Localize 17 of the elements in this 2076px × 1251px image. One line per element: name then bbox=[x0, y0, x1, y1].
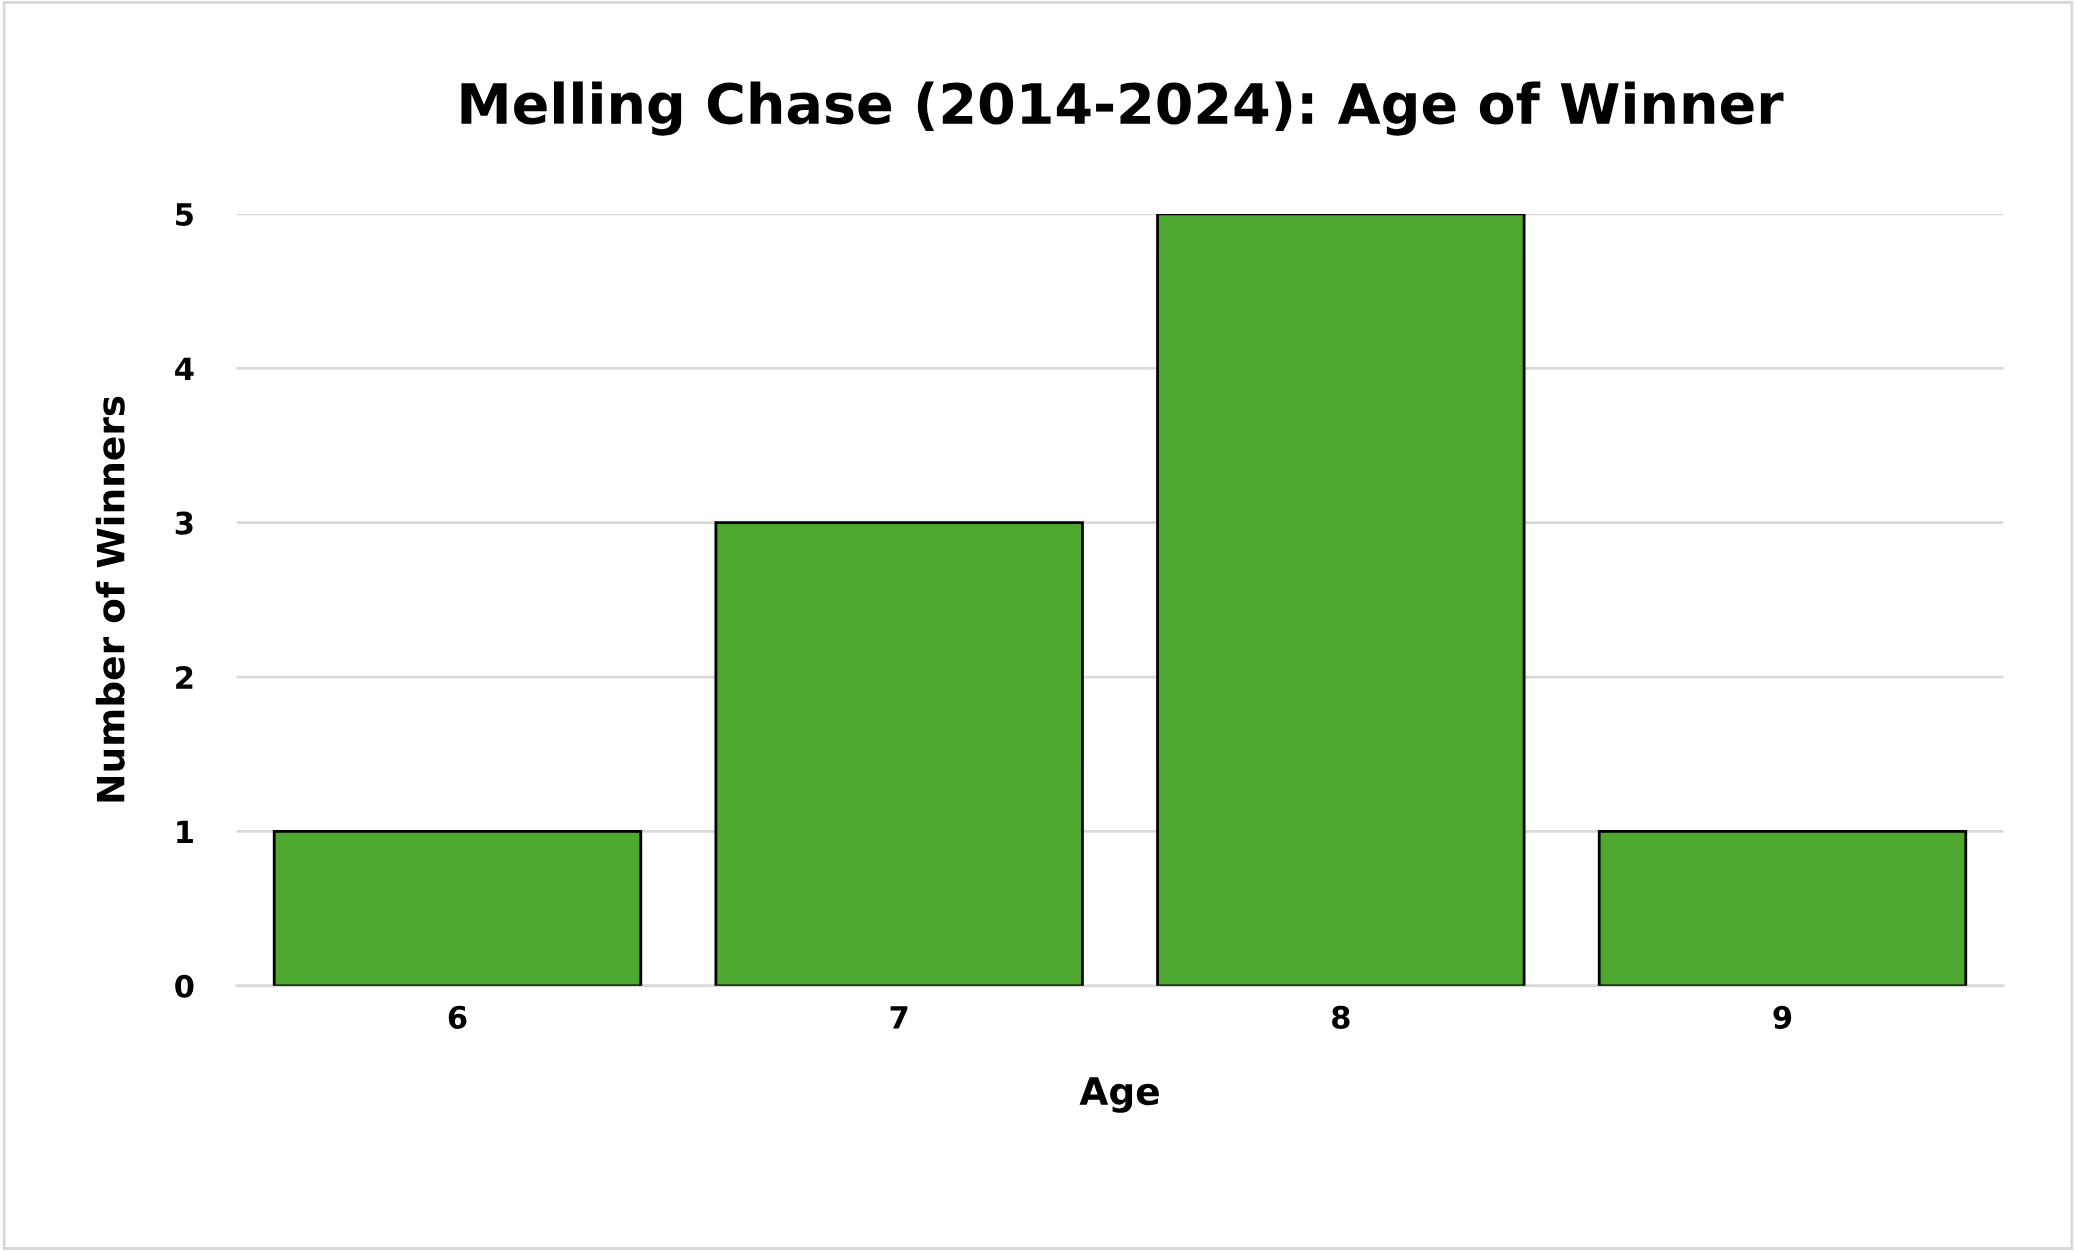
x-tick-label: 7 bbox=[890, 1006, 908, 1029]
y-axis-title: Number of Winners bbox=[95, 396, 125, 802]
bar bbox=[714, 521, 1084, 986]
x-tick-label: 6 bbox=[448, 1005, 467, 1029]
y-tick-label: 4 bbox=[175, 357, 194, 380]
bar bbox=[1156, 213, 1526, 986]
chart-title: Melling Chase (2014-2024): Age of Winner bbox=[461, 81, 1784, 136]
y-tick-label: 1 bbox=[177, 820, 193, 844]
bar bbox=[1597, 830, 1968, 986]
y-tick-label: 5 bbox=[176, 203, 193, 226]
y-tick-label: 2 bbox=[176, 665, 193, 689]
x-tick-label: 9 bbox=[1773, 1005, 1792, 1029]
bar bbox=[272, 830, 643, 986]
y-tick-label: 0 bbox=[175, 974, 194, 998]
x-axis-title: Age bbox=[1079, 1077, 1159, 1113]
x-tick-label: 8 bbox=[1332, 1005, 1350, 1029]
y-tick-label: 3 bbox=[175, 511, 193, 535]
